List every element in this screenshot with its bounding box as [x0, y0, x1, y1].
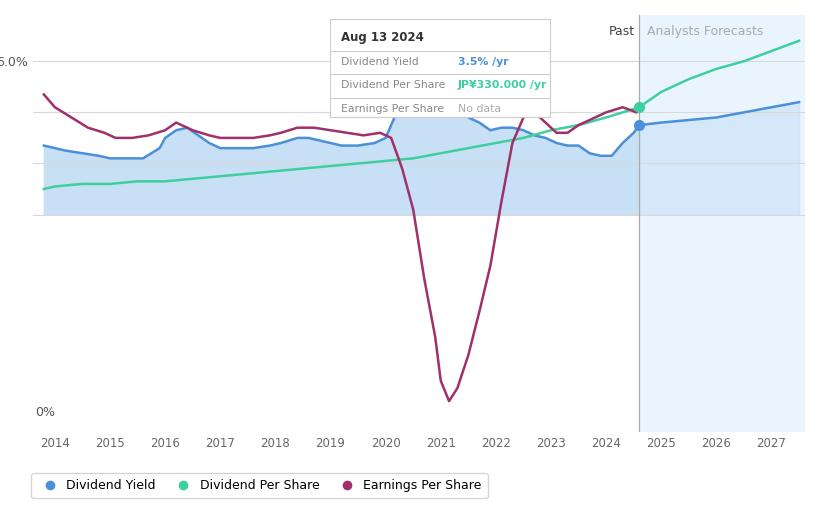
Text: Past: Past: [608, 25, 635, 38]
Legend: Dividend Yield, Dividend Per Share, Earnings Per Share: Dividend Yield, Dividend Per Share, Earn…: [31, 473, 488, 498]
Text: Analysts Forecasts: Analysts Forecasts: [648, 25, 764, 38]
Bar: [640, 15, 805, 432]
Text: 0%: 0%: [35, 406, 56, 419]
